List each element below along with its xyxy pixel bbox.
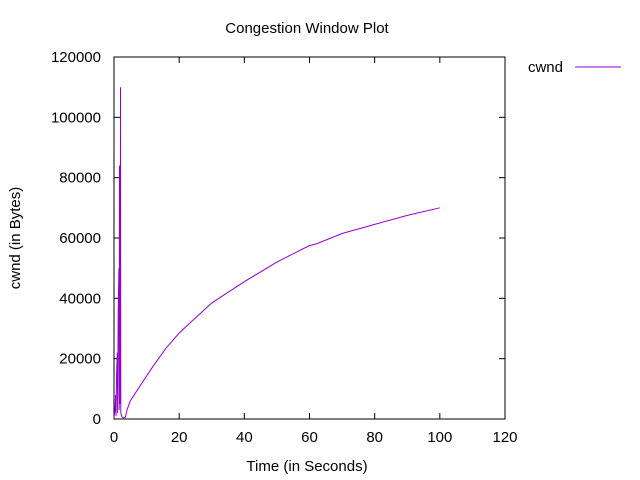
y-axis-ticks: 0 20000 40000 60000 80000 100000 120000 (51, 49, 505, 428)
chart-title: Congestion Window Plot (225, 20, 389, 37)
y-tick-label: 0 (93, 411, 101, 428)
plot-frame (113, 56, 506, 420)
x-tick-label: 120 (492, 429, 517, 446)
legend-entry-cwnd: cwnd (528, 59, 563, 76)
x-tick-label: 0 (110, 429, 118, 446)
y-tick-label: 60000 (59, 230, 101, 247)
x-tick-label: 100 (427, 429, 452, 446)
series-line-cwnd (113, 87, 440, 419)
legend: cwnd (528, 59, 621, 76)
x-tick-label: 20 (171, 429, 188, 446)
y-tick-label: 80000 (59, 170, 101, 187)
x-tick-label: 60 (301, 429, 318, 446)
y-tick-label: 20000 (59, 351, 101, 368)
x-tick-label: 40 (236, 429, 253, 446)
x-tick-label: 80 (366, 429, 383, 446)
y-axis-label: cwnd (in Bytes) (7, 187, 24, 290)
x-axis-ticks: 0 20 40 60 80 100 120 (110, 57, 518, 446)
x-axis-label: Time (in Seconds) (246, 458, 367, 475)
y-tick-label: 40000 (59, 290, 101, 307)
y-tick-label: 120000 (51, 49, 101, 66)
y-tick-label: 100000 (51, 109, 101, 126)
series-layer (113, 87, 440, 419)
